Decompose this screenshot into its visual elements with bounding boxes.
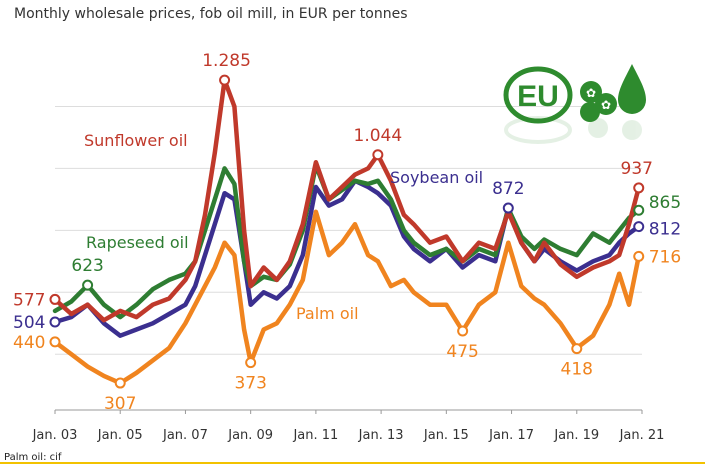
marker-palm-12	[457, 325, 469, 337]
marker-sunflower-2	[372, 149, 384, 161]
data-label-sunflower-3: 937	[621, 159, 653, 179]
x-tick-label: Jan. 11	[292, 428, 338, 443]
svg-text:✿: ✿	[601, 98, 611, 112]
marker-sunflower-3	[633, 182, 645, 194]
data-label-sunflower-0: 577	[13, 290, 45, 310]
eu-badge-icon	[503, 66, 573, 124]
data-label-soybean-6: 504	[13, 313, 45, 333]
data-label-palm-13: 418	[561, 360, 593, 380]
marker-sunflower-0	[49, 293, 61, 305]
footnote: Palm oil: cif	[4, 452, 62, 463]
x-tick-label: Jan. 19	[553, 428, 599, 443]
x-tick-label: Jan. 17	[488, 428, 534, 443]
marker-palm-9	[49, 336, 61, 348]
data-label-palm-11: 373	[234, 374, 266, 394]
marker-soybean-6	[49, 316, 61, 328]
x-tick-label: Jan. 07	[162, 428, 208, 443]
marker-rapeseed-4	[82, 279, 94, 291]
x-tick-label: Jan. 03	[32, 428, 78, 443]
marker-palm-10	[114, 377, 126, 389]
series-line-palm	[52, 209, 641, 386]
eu-logo-text: EU	[517, 80, 559, 113]
marker-palm-14	[633, 250, 645, 262]
data-label-sunflower-1: 1.285	[202, 51, 251, 71]
series-lines	[52, 77, 641, 386]
series-name-sunflower: Sunflower oil	[84, 131, 188, 150]
marker-palm-13	[571, 343, 583, 355]
data-label-soybean-7: 872	[492, 179, 524, 199]
flower-cluster-icon: ✿ ✿	[580, 81, 617, 122]
marker-sunflower-1	[219, 74, 231, 86]
data-label-palm-14: 716	[649, 247, 681, 267]
data-label-palm-9: 440	[13, 333, 45, 353]
series-line-rapeseed	[52, 163, 641, 320]
annotation-markers	[49, 74, 645, 389]
marker-soybean-7	[502, 202, 514, 214]
data-label-sunflower-2: 1.044	[354, 126, 403, 146]
bottom-rule	[0, 462, 705, 464]
x-tick-label: Jan. 05	[97, 428, 143, 443]
svg-text:✿: ✿	[586, 86, 596, 100]
marker-palm-11	[245, 357, 257, 369]
x-tick-label: Jan. 21	[619, 428, 665, 443]
marker-rapeseed-5	[633, 204, 645, 216]
eu-logo: EU ✿ ✿	[503, 64, 646, 144]
series-names: Sunflower oil Rapeseed oil Soybean oil P…	[84, 131, 483, 323]
data-labels: 577 1.285 1.044 937 623 865 504 872 812 440 307 373…	[13, 51, 681, 414]
series-name-rapeseed: Rapeseed oil	[86, 233, 189, 252]
chart-title: Monthly wholesale prices, fob oil mill, …	[14, 6, 408, 22]
data-label-palm-12: 475	[446, 342, 478, 362]
marker-soybean-8	[633, 221, 645, 233]
x-tick-label: Jan. 13	[358, 428, 404, 443]
data-label-rapeseed-4: 623	[71, 256, 103, 276]
x-tick-label: Jan. 15	[423, 428, 469, 443]
series-line-sunflower	[52, 77, 641, 323]
x-axis-ticks: Jan. 03 Jan. 05 Jan. 07 Jan. 09 Jan. 11 Jan. …	[32, 410, 665, 443]
x-tick-label: Jan. 09	[227, 428, 273, 443]
series-name-soybean: Soybean oil	[390, 168, 483, 187]
oil-drop-icon	[618, 64, 646, 114]
series-name-palm: Palm oil	[296, 304, 359, 323]
data-label-palm-10: 307	[104, 394, 136, 414]
data-label-rapeseed-5: 865	[649, 193, 681, 213]
data-label-soybean-8: 812	[649, 220, 681, 240]
